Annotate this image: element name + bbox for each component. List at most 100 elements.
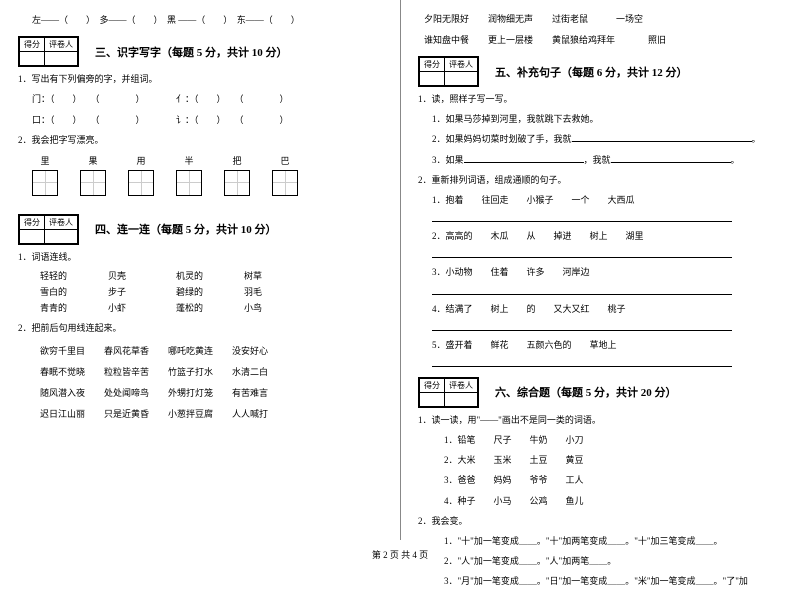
word: 欲穷千里目 bbox=[40, 344, 88, 357]
score-box-4: 得分评卷人 bbox=[18, 214, 79, 245]
table-row: 随风潜入夜 处处闻啼鸟 外甥打灯笼 有苦难言 bbox=[18, 386, 382, 399]
word: 有苦难言 bbox=[232, 386, 280, 399]
blank bbox=[611, 153, 731, 163]
word: 没安好心 bbox=[232, 344, 280, 357]
right-column: 夕阳无限好润物细无声过街老鼠一场空 谁知盘中餐更上一层楼黄鼠狼给鸡拜年照旧 得分… bbox=[400, 0, 800, 540]
list-item: 1．"十"加一笔变成＿＿。"十"加两笔变成＿＿。"十"加三笔变成＿＿。 bbox=[418, 533, 782, 549]
section-4-header: 得分评卷人 四、连一连（每题 5 分，共计 10 分） bbox=[18, 214, 382, 245]
q3-1: 1．写出有下列偏旁的字，并组词。 bbox=[18, 71, 382, 87]
tian-box bbox=[128, 170, 154, 196]
word: 更上一层楼 bbox=[488, 33, 536, 46]
word: 小虾 bbox=[108, 301, 148, 314]
word: 只是近黄昏 bbox=[104, 407, 152, 420]
char-col: 里 bbox=[32, 154, 58, 196]
table-row: 春眠不觉晓粒粒皆辛苦竹篮子打水水清二白 bbox=[18, 365, 382, 378]
marker-label: 评卷人 bbox=[445, 378, 478, 392]
char-label: 半 bbox=[184, 156, 193, 166]
word: 随风潜入夜 bbox=[40, 386, 88, 399]
score-cell bbox=[20, 229, 45, 243]
blank bbox=[464, 153, 584, 163]
section-5-title: 五、补充句子（每题 6 分，共计 12 分） bbox=[495, 64, 688, 80]
text: 5．盛开着 鲜花 五颜六色的 草地上 bbox=[432, 340, 617, 350]
section-5-header: 得分评卷人 五、补充句子（每题 6 分，共计 12 分） bbox=[418, 56, 782, 87]
word: 树草 bbox=[244, 269, 284, 282]
marker-cell bbox=[45, 229, 78, 243]
list-item: 4．种子 小马 公鸡 鱼儿 bbox=[418, 493, 782, 509]
section-4-title: 四、连一连（每题 5 分，共计 10 分） bbox=[95, 221, 277, 237]
score-label: 得分 bbox=[420, 378, 445, 392]
page-footer: 第 2 页 共 4 页 bbox=[0, 548, 800, 561]
blank bbox=[432, 212, 732, 222]
word: 小葱拌豆腐 bbox=[168, 407, 216, 420]
section-3-header: 得分评卷人 三、识字写字（每题 5 分，共计 10 分） bbox=[18, 36, 382, 67]
list-item: 1．抱着 往回走 小猴子 一个 大西瓜 bbox=[418, 192, 782, 208]
word: 人人喊打 bbox=[232, 407, 280, 420]
text: 4．结满了 树上 的 又大又红 桃子 bbox=[432, 304, 626, 314]
word: 贝壳 bbox=[108, 269, 148, 282]
word: 一场空 bbox=[616, 12, 664, 25]
q5-1-2: 2．如果妈妈切菜时划破了手，我就。 bbox=[418, 131, 782, 147]
q5-1: 1．读，照样子写一写。 bbox=[418, 91, 782, 107]
char-col: 果 bbox=[80, 154, 106, 196]
word: 黄鼠狼给鸡拜年 bbox=[552, 33, 632, 46]
word: 照旧 bbox=[648, 33, 696, 46]
word: 蓬松的 bbox=[176, 301, 216, 314]
word: 碧绿的 bbox=[176, 285, 216, 298]
table-row: 轻轻的贝壳机灵的树草 bbox=[18, 269, 382, 282]
table-row: 谁知盘中餐更上一层楼黄鼠狼给鸡拜年照旧 bbox=[418, 33, 782, 46]
table-row: 夕阳无限好润物细无声过街老鼠一场空 bbox=[418, 12, 782, 25]
tian-box bbox=[32, 170, 58, 196]
word: 小鸟 bbox=[244, 301, 284, 314]
blank bbox=[432, 321, 732, 331]
blank bbox=[432, 248, 732, 258]
word: 粒粒皆辛苦 bbox=[104, 365, 152, 378]
score-label: 得分 bbox=[20, 38, 45, 52]
marker-cell bbox=[45, 52, 78, 66]
word: 水清二白 bbox=[232, 365, 280, 378]
list-item: 5．盛开着 鲜花 五颜六色的 草地上 bbox=[418, 337, 782, 353]
q3-1a: 门：（ ） （ ） 亻：（ ） （ ） bbox=[18, 91, 382, 107]
text: 2．高高的 木瓜 从 掉进 树上 湖里 bbox=[432, 231, 644, 241]
list-item: 4．结满了 树上 的 又大又红 桃子 bbox=[418, 301, 782, 317]
left-column: 左——（ ） 多——（ ） 黑 ——（ ） 东——（ ） 得分评卷人 三、识字写… bbox=[0, 0, 400, 540]
list-item: 2．大米 玉米 土豆 黄豆 bbox=[418, 452, 782, 468]
section-3-title: 三、识字写字（每题 5 分，共计 10 分） bbox=[95, 44, 288, 60]
score-label: 得分 bbox=[420, 58, 445, 72]
tian-box bbox=[224, 170, 250, 196]
word: 竹篮子打水 bbox=[168, 365, 216, 378]
top-fill-line: 左——（ ） 多——（ ） 黑 ——（ ） 东——（ ） bbox=[18, 12, 382, 28]
word: 外甥打灯笼 bbox=[168, 386, 216, 399]
q5-2: 2．重新排列词语，组成通顺的句子。 bbox=[418, 172, 782, 188]
marker-label: 评卷人 bbox=[45, 38, 78, 52]
list-item: 1．铅笔 尺子 牛奶 小刀 bbox=[418, 432, 782, 448]
section-6-header: 得分评卷人 六、综合题（每题 5 分，共计 20 分） bbox=[418, 377, 782, 408]
table-row: 雪白的步子碧绿的羽毛 bbox=[18, 285, 382, 298]
char-col: 用 bbox=[128, 154, 154, 196]
char-label: 巴 bbox=[280, 156, 289, 166]
blank bbox=[572, 132, 752, 142]
word: 迟日江山丽 bbox=[40, 407, 88, 420]
char-label: 里 bbox=[40, 156, 49, 166]
word: 步子 bbox=[108, 285, 148, 298]
marker-label: 评卷人 bbox=[45, 215, 78, 229]
score-box-3: 得分评卷人 bbox=[18, 36, 79, 67]
score-cell bbox=[420, 392, 445, 406]
q6-1: 1．读一读，用"——"画出不是同一类的词语。 bbox=[418, 412, 782, 428]
score-cell bbox=[20, 52, 45, 66]
list-item: 3．爸爸 妈妈 爷爷 工人 bbox=[418, 472, 782, 488]
word: 处处闻啼鸟 bbox=[104, 386, 152, 399]
word: 哪吒吃黄连 bbox=[168, 344, 216, 357]
q3-1b: 口：（ ） （ ） 讠：（ ） （ ） bbox=[18, 112, 382, 128]
word: 青青的 bbox=[40, 301, 80, 314]
text: 1．抱着 往回走 小猴子 一个 大西瓜 bbox=[432, 195, 635, 205]
char-grid: 里 果 用 半 把 巴 bbox=[32, 154, 382, 196]
table-row: 欲穷千里目春风花草香哪吒吃黄连没安好心 bbox=[18, 344, 382, 357]
q5-1-3: 3．如果，我就。 bbox=[418, 152, 782, 168]
marker-cell bbox=[445, 72, 478, 86]
q6-2: 2．我会变。 bbox=[418, 513, 782, 529]
tian-box bbox=[80, 170, 106, 196]
text: 3．小动物 住着 许多 河岸边 bbox=[432, 267, 590, 277]
word: 轻轻的 bbox=[40, 269, 80, 282]
word: 雪白的 bbox=[40, 285, 80, 298]
word: 过街老鼠 bbox=[552, 12, 600, 25]
